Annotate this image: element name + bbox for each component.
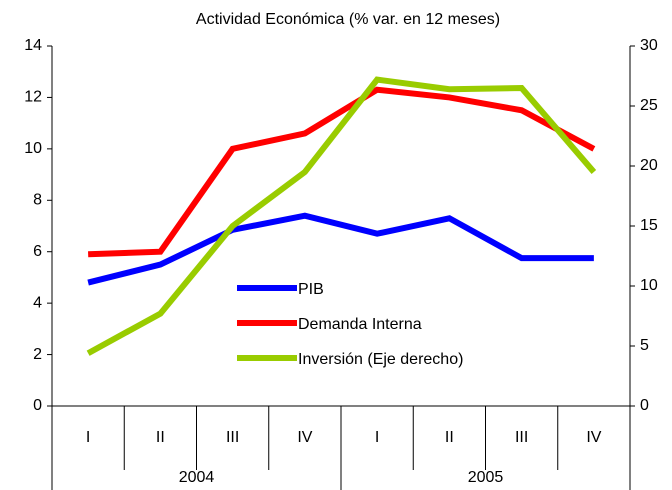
x-tick-label: II [156, 429, 165, 446]
y2-tick-label: 30 [640, 37, 658, 54]
y2-tick-label: 5 [640, 337, 649, 354]
series-line [87, 212, 594, 286]
legend-label: PIB [298, 281, 324, 298]
x-group-label: 2005 [468, 469, 504, 486]
y-tick-label: 12 [24, 89, 42, 106]
legend-label: Inversión (Eje derecho) [298, 351, 463, 368]
y-tick-label: 0 [33, 397, 42, 414]
series-line [86, 76, 597, 356]
x-tick-label: III [515, 429, 528, 446]
x-tick-label: IV [586, 429, 601, 446]
x-tick-label: I [86, 429, 90, 446]
y-tick-label: 10 [24, 140, 42, 157]
x-group-label: 2004 [179, 469, 215, 486]
x-tick-label: IV [297, 429, 312, 446]
chart-title: Actividad Económica (% var. en 12 meses) [196, 11, 500, 28]
series-line [88, 86, 596, 258]
y-tick-label: 8 [33, 192, 42, 209]
x-tick-label: III [226, 429, 239, 446]
x-tick-label: I [375, 429, 379, 446]
y-tick-label: 14 [24, 37, 42, 54]
y2-tick-label: 15 [640, 217, 658, 234]
y2-tick-label: 0 [640, 397, 649, 414]
y-tick-label: 6 [33, 243, 42, 260]
y-tick-label: 4 [33, 294, 42, 311]
y2-tick-label: 25 [640, 97, 658, 114]
legend-label: Demanda Interna [298, 316, 422, 333]
y-tick-label: 2 [33, 346, 42, 363]
y2-tick-label: 10 [640, 277, 658, 294]
x-tick-label: II [445, 429, 454, 446]
y2-tick-label: 20 [640, 157, 658, 174]
